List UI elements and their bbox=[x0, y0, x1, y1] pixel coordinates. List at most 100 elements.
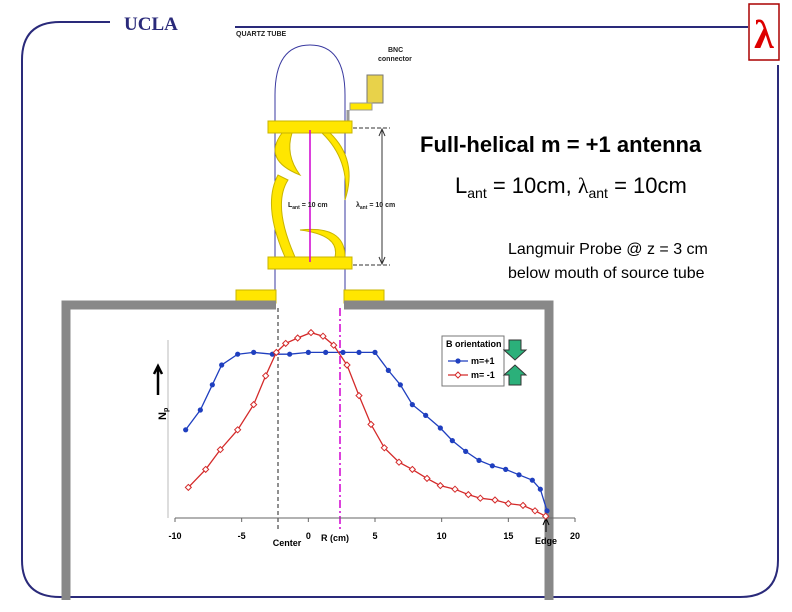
y-axis-label-main: N bbox=[157, 412, 169, 420]
data-point bbox=[219, 362, 225, 368]
data-point bbox=[261, 372, 270, 380]
data-point bbox=[531, 507, 539, 515]
bnc-label: connector bbox=[378, 56, 412, 63]
y-axis-label: Np bbox=[157, 408, 170, 420]
data-point bbox=[503, 466, 509, 472]
data-point bbox=[251, 349, 257, 355]
data-point bbox=[529, 477, 535, 483]
data-point bbox=[489, 463, 495, 469]
x-tick-label: -10 bbox=[168, 531, 181, 541]
antenna-strap bbox=[274, 132, 302, 177]
data-point bbox=[356, 349, 362, 355]
data-point bbox=[184, 483, 193, 492]
probe-note: Langmuir Probe @ z = 3 cm bbox=[508, 241, 708, 258]
data-point bbox=[235, 351, 241, 357]
arrow-up bbox=[502, 364, 528, 386]
x-tick-label: 10 bbox=[437, 531, 447, 541]
chamber-wall bbox=[61, 300, 554, 600]
data-point bbox=[541, 512, 550, 520]
bnc-arm bbox=[349, 102, 373, 111]
arrow-down bbox=[502, 339, 528, 361]
data-point bbox=[476, 494, 485, 502]
annotation: Edge bbox=[535, 536, 557, 546]
data-point bbox=[216, 445, 225, 454]
data-point bbox=[409, 402, 415, 408]
data-point bbox=[249, 400, 258, 409]
annotation: Center bbox=[273, 538, 302, 548]
bnc-connector bbox=[366, 74, 384, 104]
x-tick-label: 0 bbox=[306, 531, 311, 541]
legend-marker bbox=[454, 371, 462, 379]
x-tick-label: 5 bbox=[372, 531, 377, 541]
legend-title: B orientation bbox=[446, 339, 502, 349]
data-point bbox=[385, 367, 391, 373]
data-point bbox=[436, 481, 445, 490]
bnc-label: BNC bbox=[388, 47, 403, 54]
tube-label: QUARTZ TUBE bbox=[236, 31, 286, 38]
probe-note: below mouth of source tube bbox=[508, 265, 705, 282]
data-point bbox=[329, 341, 338, 349]
slide-params: Lant = 10cm, λant = 10cm bbox=[455, 173, 687, 201]
data-point bbox=[463, 448, 469, 454]
data-point bbox=[537, 486, 543, 492]
antenna-strap bbox=[299, 228, 346, 258]
data-point bbox=[367, 420, 375, 429]
data-point bbox=[209, 382, 215, 388]
antenna-strap bbox=[320, 132, 350, 201]
data-point bbox=[355, 391, 363, 400]
data-point bbox=[423, 474, 431, 483]
data-point bbox=[307, 328, 315, 337]
data-point bbox=[340, 349, 346, 355]
data-point bbox=[372, 349, 378, 355]
x-tick-label: 15 bbox=[503, 531, 513, 541]
wavelength-label: λant = 10 cm bbox=[356, 201, 395, 211]
slide-frame bbox=[21, 21, 779, 598]
data-point bbox=[201, 465, 210, 474]
data-point bbox=[437, 425, 443, 431]
data-point bbox=[281, 339, 290, 348]
data-point bbox=[544, 508, 550, 514]
x-tick-label: -5 bbox=[238, 531, 246, 541]
data-point bbox=[323, 349, 329, 355]
data-point bbox=[491, 496, 499, 504]
logo-box bbox=[748, 3, 780, 61]
data-point bbox=[516, 472, 522, 478]
logo-symbol: λ bbox=[754, 12, 774, 57]
data-point bbox=[319, 332, 327, 340]
data-point bbox=[293, 334, 302, 342]
x-axis-label: R (cm) bbox=[321, 533, 349, 543]
data-point bbox=[504, 499, 513, 508]
data-point bbox=[395, 458, 403, 466]
data-point bbox=[451, 485, 459, 493]
data-point bbox=[397, 382, 403, 388]
quartz-tube bbox=[274, 44, 346, 290]
data-point bbox=[519, 501, 527, 510]
antenna-strap bbox=[270, 174, 296, 258]
data-point bbox=[197, 407, 203, 413]
data-point bbox=[183, 427, 189, 433]
legend-marker bbox=[455, 358, 461, 364]
data-point bbox=[408, 465, 417, 474]
plot: -10 -5 0 5 10 15 20 R (cm) Center Edge Np B orienta… bbox=[157, 328, 580, 548]
data-point bbox=[449, 438, 455, 444]
dim-arrow-heads bbox=[378, 127, 386, 266]
length-label: Lant = 10 cm bbox=[288, 202, 328, 211]
data-point bbox=[380, 444, 389, 452]
data-point bbox=[233, 426, 242, 434]
legend-label: m=+1 bbox=[471, 356, 495, 366]
source-diagram: QUARTZ TUBE BNC connector Lant = 10 cm λ… bbox=[235, 31, 412, 304]
series-line bbox=[187, 331, 546, 517]
data-point bbox=[272, 348, 281, 357]
y-axis-label-sub: p bbox=[163, 408, 170, 412]
data-point bbox=[305, 349, 311, 355]
logo: UCLA bbox=[124, 14, 178, 35]
data-point bbox=[343, 361, 351, 369]
x-tick-label: 20 bbox=[570, 531, 580, 541]
slide-title: Full-helical m = +1 antenna bbox=[420, 132, 702, 157]
ylabel-arrow bbox=[152, 363, 164, 395]
data-point bbox=[423, 412, 429, 418]
data-point bbox=[476, 457, 482, 463]
legend-label: m= -1 bbox=[471, 370, 495, 380]
data-point bbox=[287, 351, 293, 357]
